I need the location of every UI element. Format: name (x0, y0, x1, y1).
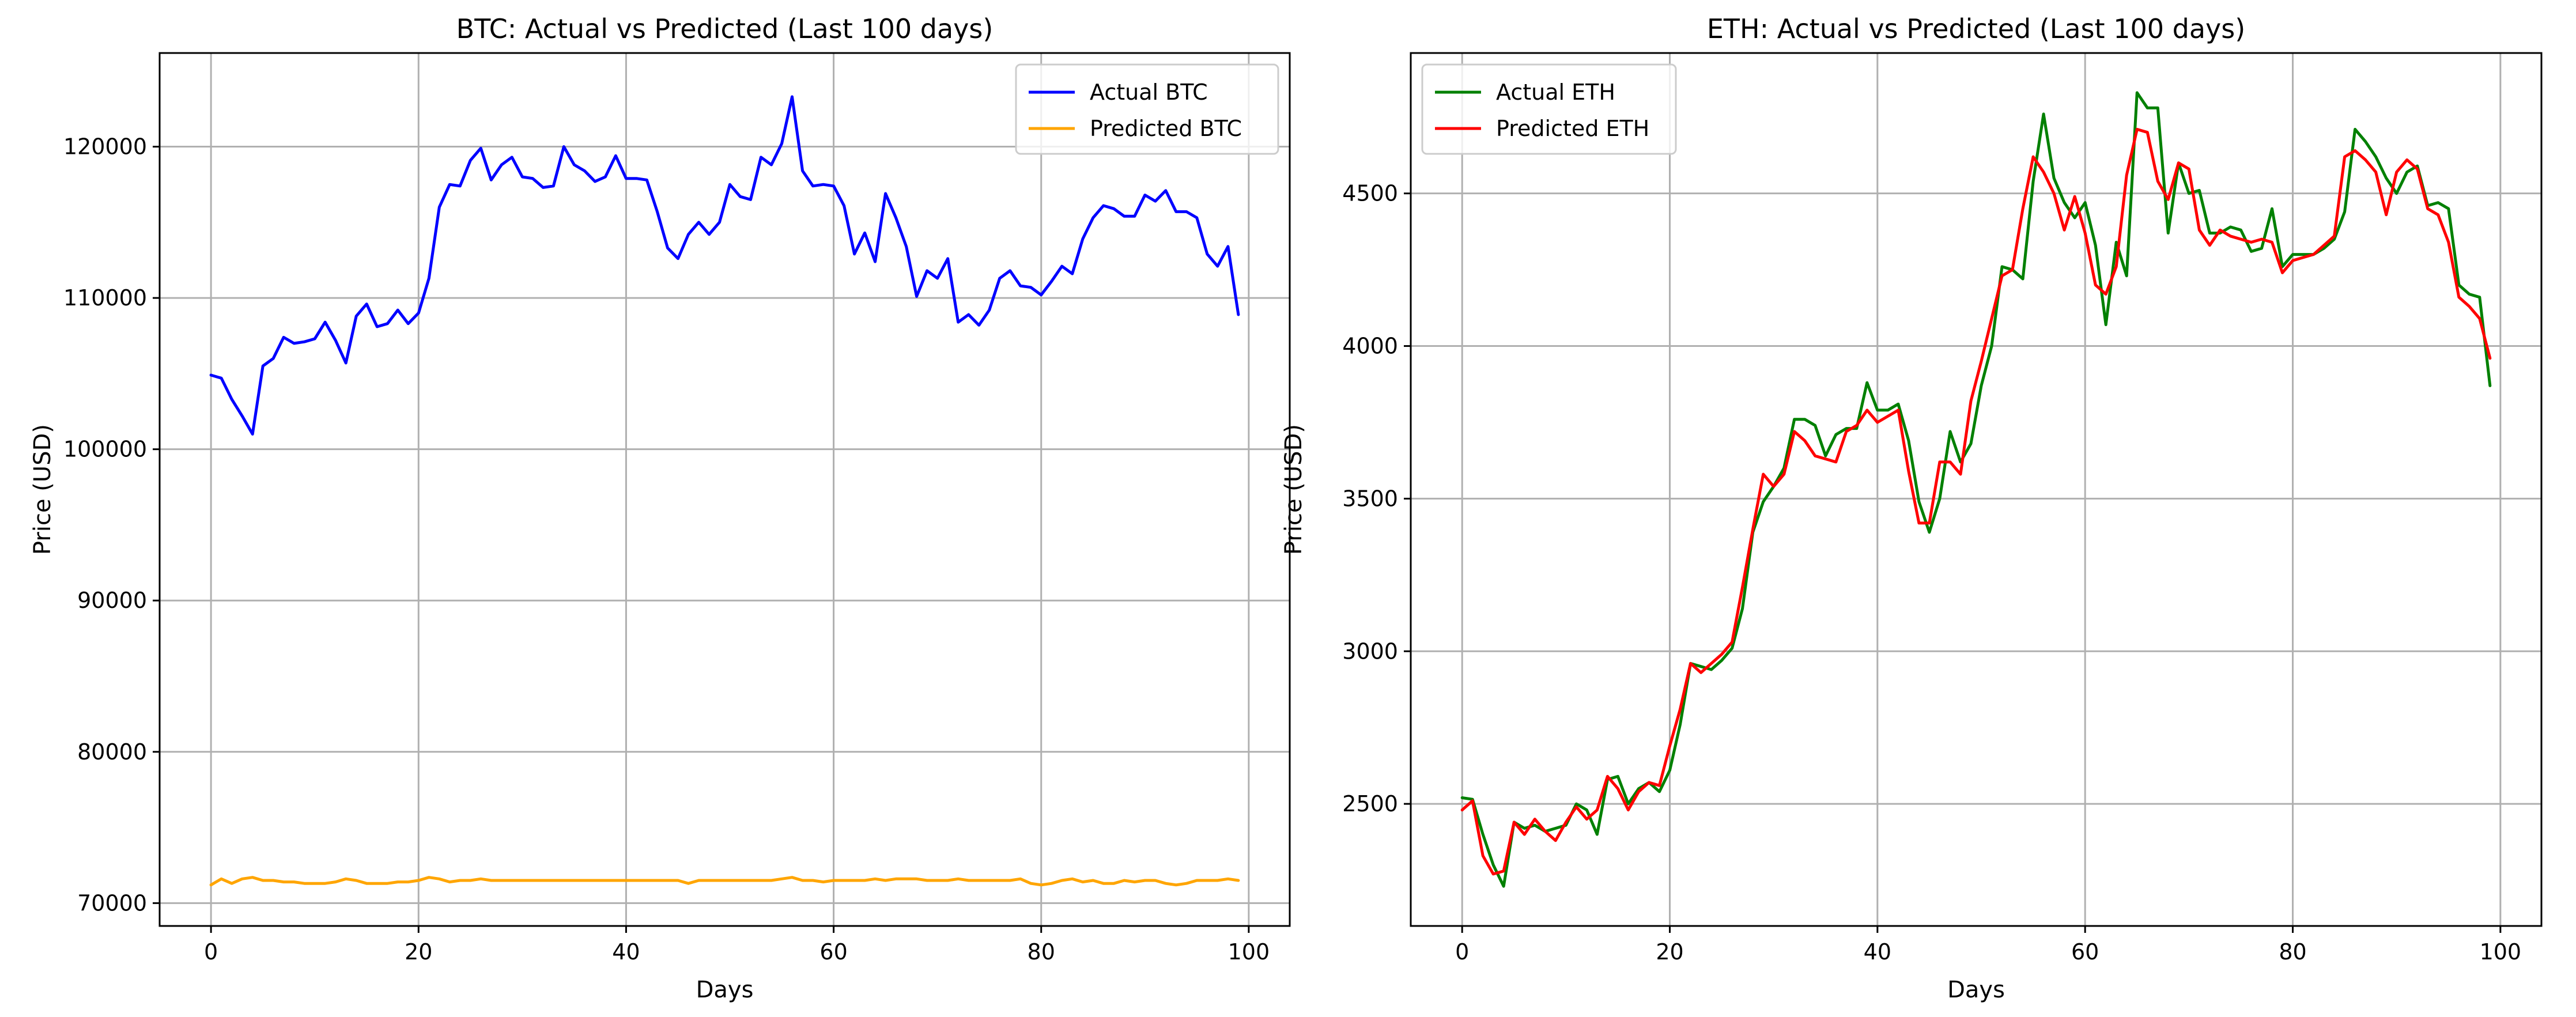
eth-x-tick-label: 60 (2071, 939, 2099, 965)
btc-plot-frame (158, 52, 1291, 927)
eth-legend: Actual ETH Predicted ETH (1421, 63, 1677, 155)
btc-legend-label: Predicted BTC (1090, 116, 1242, 141)
btc-x-tick-label: 40 (612, 939, 640, 965)
btc-y-tick-label: 120000 (63, 134, 147, 160)
eth-legend-label: Predicted ETH (1496, 116, 1649, 141)
eth-y-tick-label: 4500 (1342, 181, 1398, 206)
eth-chart-title: ETH: Actual vs Predicted (Last 100 days) (1707, 13, 2245, 44)
btc-x-axis-label: Days (696, 977, 754, 1003)
eth-x-axis-label: Days (1947, 977, 2005, 1003)
btc-y-tick-label: 90000 (77, 588, 147, 613)
btc-series-actual-btc (209, 95, 1240, 436)
eth-x-tick-label: 40 (1864, 939, 1891, 965)
btc-y-tick-label: 80000 (77, 739, 147, 765)
eth-y-tick-label: 3500 (1342, 486, 1398, 511)
btc-y-tick-label: 110000 (63, 285, 147, 311)
eth-y-tick-label: 3000 (1342, 638, 1398, 664)
eth-x-tick-label: 100 (2480, 939, 2522, 965)
btc-chart: 0 20 40 60 80 100 70000 80000 90000 100000 110000 1… (29, 13, 1291, 1003)
eth-chart: 0 20 40 60 80 100 2500 3000 3500 4000 4500 ETH: Act… (1281, 13, 2543, 1003)
eth-series-predicted-eth (1460, 127, 2492, 876)
btc-y-tick-label: 70000 (77, 890, 147, 916)
eth-y-tick-label: 2500 (1342, 791, 1398, 816)
btc-y-tick-label: 100000 (63, 437, 147, 462)
btc-legend: Actual BTC Predicted BTC (1015, 63, 1279, 155)
eth-y-axis-label: Price (USD) (1281, 424, 1307, 555)
eth-legend-box (1421, 63, 1677, 155)
eth-x-tick-label: 0 (1455, 939, 1469, 965)
btc-y-axis-label: Price (USD) (29, 424, 56, 555)
btc-series-predicted-btc (209, 876, 1240, 887)
btc-chart-title: BTC: Actual vs Predicted (Last 100 days) (456, 13, 994, 44)
eth-plot-frame (1410, 52, 2543, 927)
eth-x-tick-label: 20 (1656, 939, 1683, 965)
btc-legend-label: Actual BTC (1090, 80, 1208, 105)
btc-legend-box (1015, 63, 1279, 155)
eth-legend-label: Actual ETH (1496, 80, 1615, 105)
btc-x-tick-label: 80 (1028, 939, 1055, 965)
eth-x-tick-label: 80 (2279, 939, 2306, 965)
btc-x-tick-label: 20 (405, 939, 432, 965)
btc-x-tick-label: 60 (819, 939, 847, 965)
btc-x-tick-label: 0 (204, 939, 218, 965)
btc-x-tick-label: 100 (1228, 939, 1270, 965)
eth-y-tick-label: 4000 (1342, 334, 1398, 359)
